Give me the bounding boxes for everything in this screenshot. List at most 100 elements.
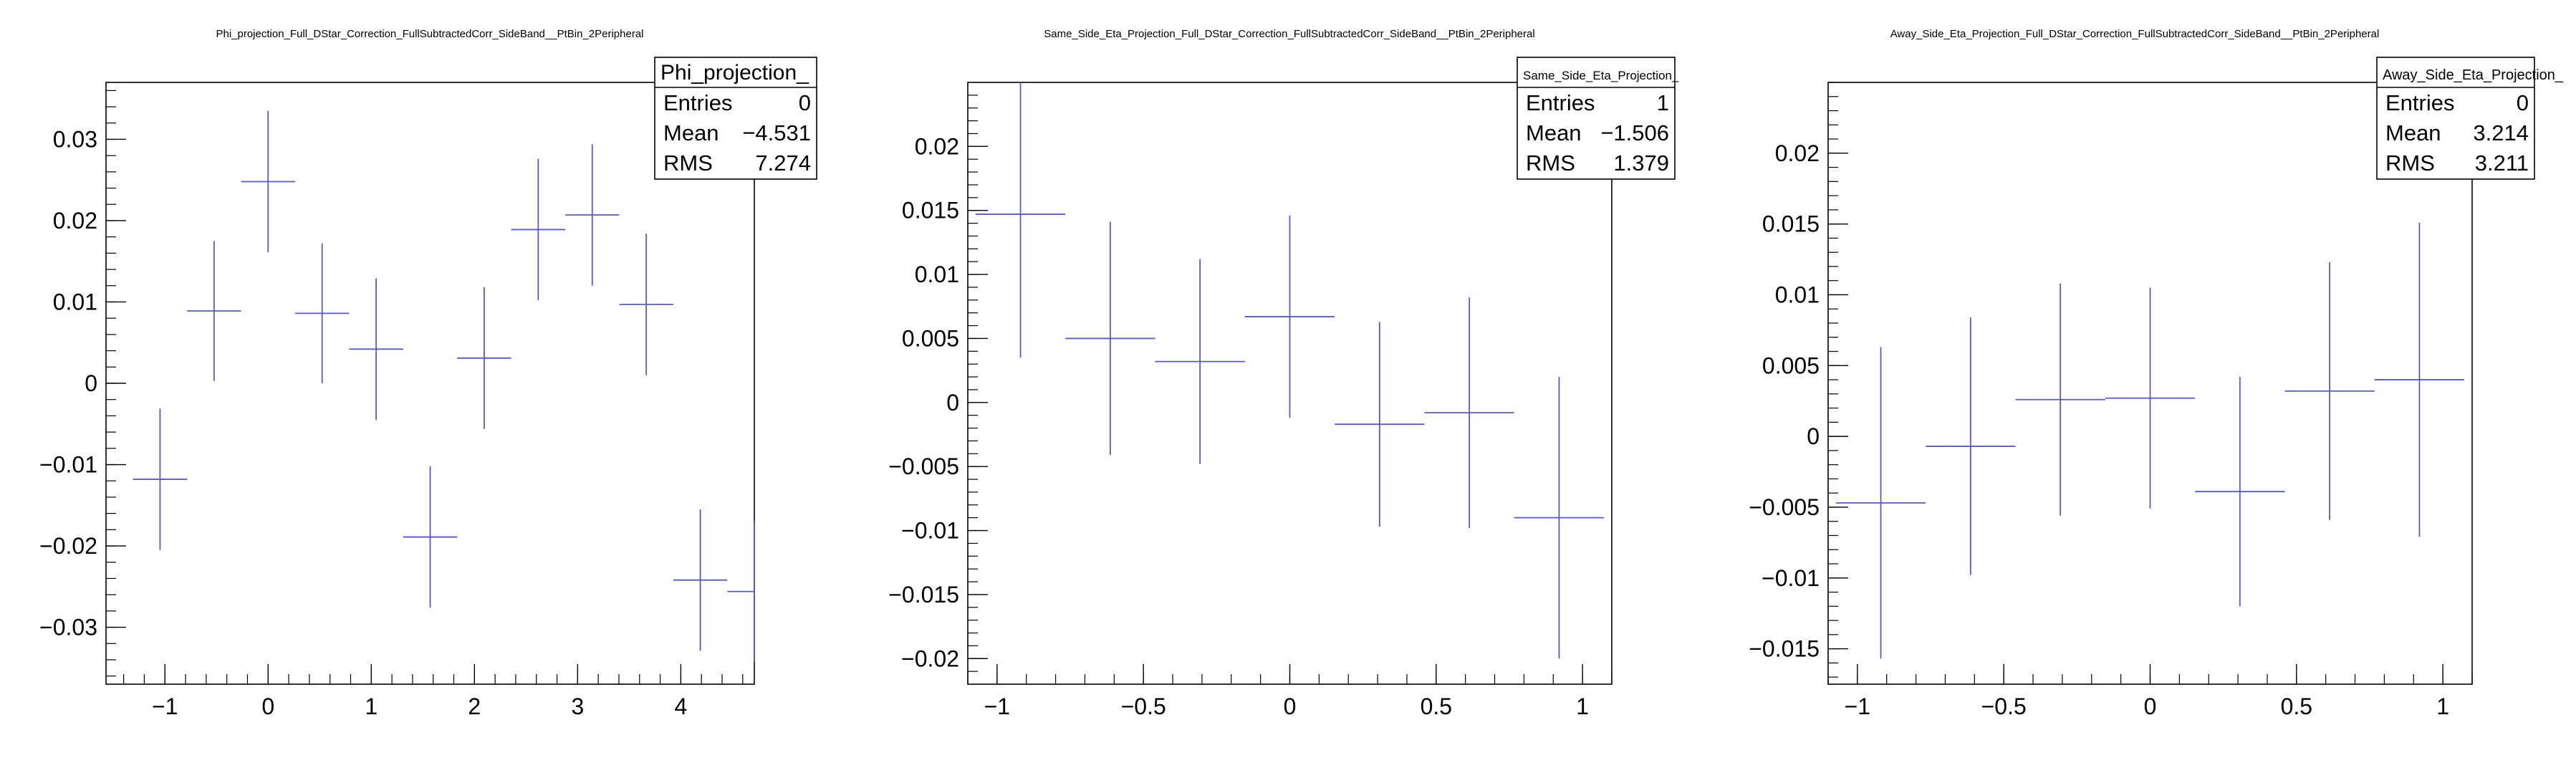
- data-point: [1514, 377, 1605, 659]
- stats-row-value: 1.379: [1613, 150, 1669, 176]
- x-tick-label: 0.5: [2281, 693, 2312, 719]
- stats-row-value: 7.274: [755, 150, 811, 176]
- y-tick-label: −0.01: [901, 518, 959, 544]
- stats-box: Phi_projection_ Entries 0 Mean −4.531 RMS 7.27…: [654, 57, 817, 180]
- stats-row-label: RMS: [1526, 150, 1575, 176]
- data-point: [1835, 347, 1926, 659]
- x-tick-label: 3: [571, 693, 584, 719]
- y-tick-label: −0.02: [901, 645, 959, 671]
- x-tick-label: −0.5: [1121, 693, 1166, 719]
- data-point: [349, 278, 403, 421]
- stats-row-value: 0: [799, 90, 811, 115]
- chart-title: Same_Side_Eta_Projection_Full_DStar_Corr…: [1044, 28, 1534, 40]
- data-point: [565, 144, 620, 286]
- y-tick-label: 0.005: [902, 325, 959, 351]
- data-point: [511, 158, 566, 301]
- stats-row-label: Entries: [2385, 90, 2454, 115]
- stats-row-value: 0: [2517, 90, 2529, 115]
- chart-title: Phi_projection_Full_DStar_Correction_Ful…: [216, 28, 643, 40]
- stats-row-label: Mean: [1526, 120, 1582, 145]
- stats-box-name: Phi_projection_: [660, 61, 809, 85]
- x-tick-label: 4: [674, 693, 687, 719]
- y-tick-label: 0.03: [53, 126, 97, 152]
- data-point: [294, 243, 350, 383]
- stats-row-label: Entries: [663, 90, 732, 115]
- y-tick-label: 0.02: [1775, 140, 1820, 166]
- data-point: [975, 82, 1066, 358]
- stats-box-frame: [1517, 57, 1676, 180]
- y-tick-label: 0.015: [902, 198, 959, 224]
- chart-title: Away_Side_Eta_Projection_Full_DStar_Corr…: [1890, 28, 2380, 40]
- data-point: [2284, 262, 2375, 520]
- chart-panel-1: Phi_projection_Full_DStar_Correction_Ful…: [39, 28, 817, 719]
- data-point: [2105, 287, 2196, 509]
- y-tick-label: 0: [85, 370, 97, 396]
- x-tick-label: −1: [1845, 693, 1870, 719]
- y-tick-label: −0.02: [39, 533, 97, 559]
- y-tick-label: −0.01: [39, 452, 97, 478]
- stats-row-value: 1: [1657, 90, 1669, 115]
- data-point: [1244, 215, 1335, 418]
- y-tick-label: −0.005: [1749, 494, 1820, 520]
- y-tick-label: −0.03: [39, 615, 97, 640]
- data-point: [1335, 322, 1425, 527]
- data-point: [673, 509, 728, 651]
- data-point: [457, 287, 511, 429]
- stats-row-label: Mean: [663, 120, 719, 145]
- data-point: [403, 466, 458, 608]
- stats-row-label: Entries: [1526, 90, 1595, 115]
- stats-box-name: Same_Side_Eta_Projection_: [1523, 69, 1679, 82]
- data-point: [2195, 377, 2285, 607]
- chart-panel-2: Same_Side_Eta_Projection_Full_DStar_Corr…: [888, 28, 1679, 719]
- stats-box-frame: [2376, 57, 2535, 180]
- y-tick-label: −0.015: [888, 582, 959, 608]
- data-point: [619, 234, 673, 375]
- stats-box-frame: [654, 57, 817, 180]
- x-tick-label: 0: [2144, 693, 2157, 719]
- stats-row-value: −4.531: [742, 120, 811, 145]
- stats-row-label: RMS: [663, 150, 713, 176]
- x-tick-label: 1: [1576, 693, 1589, 719]
- x-tick-label: −1: [984, 693, 1010, 719]
- x-tick-label: 2: [468, 693, 481, 719]
- y-tick-label: 0.005: [1762, 352, 1820, 378]
- stats-row-label: RMS: [2385, 150, 2435, 176]
- stats-row-label: Mean: [2385, 120, 2441, 145]
- x-tick-label: −1: [152, 693, 178, 719]
- y-tick-label: 0.015: [1762, 211, 1820, 237]
- stats-row-value: −1.506: [1600, 120, 1669, 145]
- x-tick-label: 1: [2436, 693, 2449, 719]
- stats-box-name: Away_Side_Eta_Projection_: [2383, 67, 2564, 83]
- y-tick-label: 0.02: [915, 133, 959, 159]
- y-tick-label: 0.02: [53, 208, 97, 234]
- data-point: [2015, 283, 2105, 516]
- y-tick-label: 0.01: [1775, 282, 1820, 307]
- y-tick-label: −0.005: [888, 453, 959, 479]
- x-tick-label: 0: [1284, 693, 1297, 719]
- chart-panel-3: Away_Side_Eta_Projection_Full_DStar_Corr…: [1749, 28, 2564, 719]
- y-tick-label: 0.01: [53, 289, 97, 315]
- data-point: [241, 110, 295, 253]
- stats-box: Away_Side_Eta_Projection_ Entries 0 Mean 3.2…: [2376, 57, 2564, 180]
- y-tick-label: −0.015: [1749, 636, 1820, 662]
- x-tick-label: 0: [261, 693, 274, 719]
- data-point: [1424, 297, 1514, 528]
- data-point: [1155, 259, 1245, 464]
- stats-box: Same_Side_Eta_Projection_ Entries 1 Mean −1.…: [1517, 57, 1679, 180]
- x-tick-label: 0.5: [1421, 693, 1452, 719]
- data-point: [1065, 221, 1155, 456]
- y-tick-label: −0.01: [1762, 565, 1820, 591]
- y-tick-label: 0: [946, 390, 959, 416]
- data-point: [2374, 222, 2465, 537]
- data-point: [1926, 317, 2016, 575]
- y-tick-label: 0.01: [915, 261, 959, 287]
- stats-row-value: 3.211: [2475, 150, 2529, 176]
- data-point: [187, 241, 241, 381]
- y-tick-label: 0: [1807, 423, 1820, 449]
- x-tick-label: 1: [365, 693, 378, 719]
- stats-row-value: 3.214: [2473, 120, 2529, 145]
- x-tick-label: −0.5: [1981, 693, 2027, 719]
- data-point: [133, 408, 188, 550]
- data-point: [727, 520, 755, 663]
